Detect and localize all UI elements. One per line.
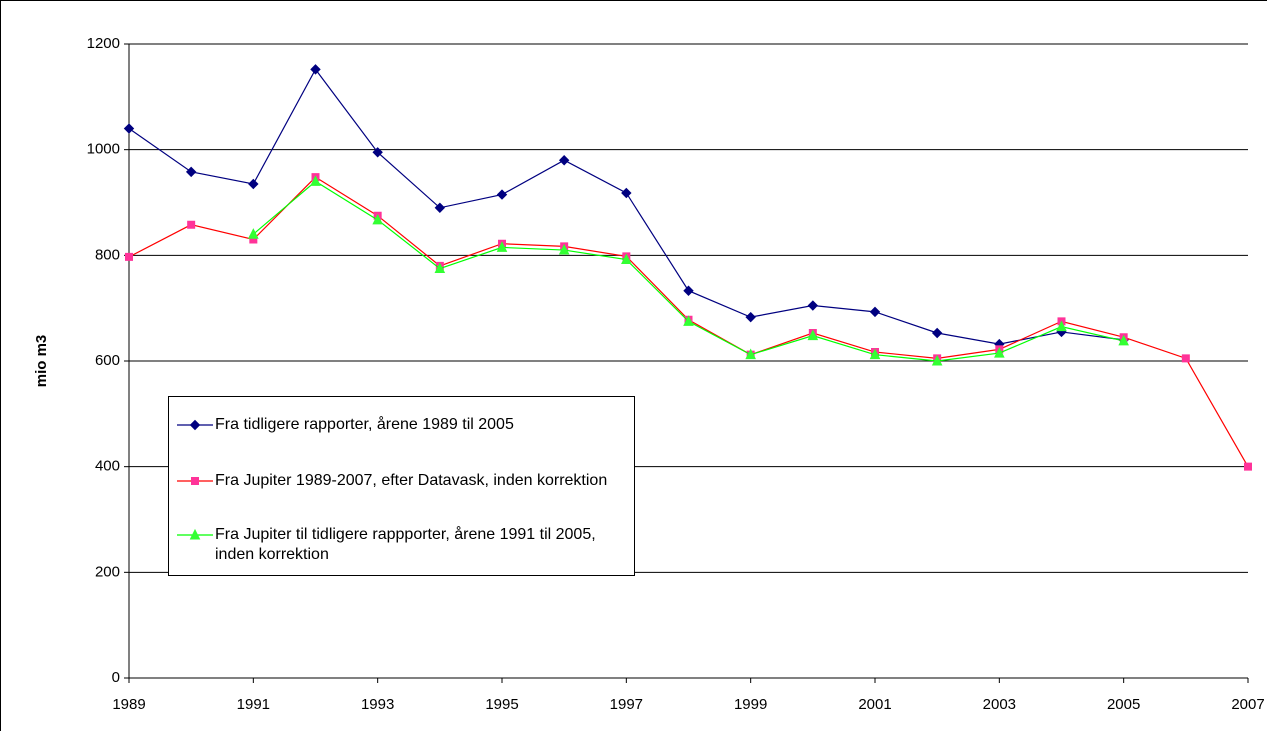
x-tick-label: 2007	[1231, 696, 1264, 713]
marker	[434, 262, 446, 274]
marker	[869, 348, 881, 360]
marker	[745, 311, 756, 323]
marker	[496, 241, 508, 252]
x-tick-label: 1997	[610, 696, 643, 713]
legend-icon	[177, 528, 213, 540]
legend: Fra tidligere rapporter, årene 1989 til …	[168, 396, 635, 576]
marker	[1118, 334, 1129, 346]
marker	[191, 477, 199, 485]
marker	[807, 300, 819, 311]
x-tick-label: 1993	[361, 696, 394, 713]
marker	[745, 348, 756, 360]
x-tick-label: 1991	[237, 696, 270, 713]
legend-icon	[177, 419, 213, 431]
marker	[807, 329, 819, 341]
legend-label: Fra Jupiter til tidligere rappporter, år…	[215, 526, 596, 563]
marker	[189, 528, 201, 540]
x-tick-label: 2005	[1107, 696, 1140, 713]
x-tick-label: 1995	[485, 696, 518, 713]
marker	[621, 253, 632, 265]
marker	[558, 155, 570, 166]
marker	[1244, 462, 1252, 471]
marker	[434, 202, 446, 213]
y-tick-label: 400	[95, 458, 120, 475]
marker	[187, 220, 196, 229]
marker	[1181, 354, 1190, 363]
series-line	[128, 68, 1124, 345]
y-tick-label: 0	[112, 669, 120, 686]
marker	[683, 315, 694, 326]
x-tick-label: 2003	[983, 696, 1016, 713]
marker	[248, 228, 259, 239]
y-tick-label: 200	[95, 563, 120, 580]
y-axis-label: mio m3	[33, 335, 50, 388]
marker	[123, 123, 135, 134]
series-line	[252, 180, 1124, 362]
marker	[248, 178, 259, 190]
marker	[125, 252, 133, 261]
marker	[931, 354, 943, 366]
marker	[931, 327, 943, 339]
marker	[994, 346, 1005, 358]
legend-label: Fra tidligere rapporter, årene 1989 til …	[215, 416, 514, 433]
marker	[1056, 320, 1067, 332]
x-tick-label: 1999	[734, 696, 767, 713]
marker	[310, 175, 321, 186]
marker	[496, 189, 508, 200]
y-tick-label: 600	[95, 352, 120, 369]
y-tick-label: 800	[95, 246, 120, 263]
x-tick-label: 1989	[112, 696, 145, 713]
marker	[189, 419, 201, 431]
marker	[372, 213, 383, 225]
marker	[372, 147, 383, 158]
marker	[621, 187, 632, 199]
y-tick-label: 1200	[87, 35, 120, 52]
marker	[310, 64, 321, 75]
y-tick-label: 1000	[87, 141, 120, 158]
marker	[869, 306, 881, 318]
legend-label: Fra Jupiter 1989-2007, efter Datavask, i…	[215, 472, 608, 489]
legend-icon	[177, 477, 213, 485]
marker	[683, 285, 694, 296]
marker	[558, 243, 570, 255]
x-tick-label: 2001	[858, 696, 891, 713]
marker	[185, 166, 197, 178]
